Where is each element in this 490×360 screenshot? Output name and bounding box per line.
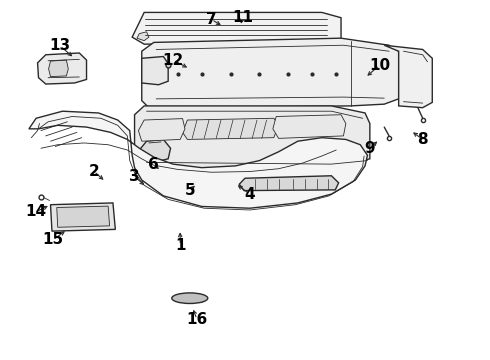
Polygon shape [135, 106, 370, 170]
Polygon shape [132, 12, 341, 44]
Polygon shape [139, 139, 171, 162]
Text: 15: 15 [42, 233, 64, 247]
Text: 1: 1 [175, 238, 185, 253]
Text: 5: 5 [184, 183, 195, 198]
Polygon shape [384, 45, 432, 108]
Text: 10: 10 [369, 58, 390, 73]
Polygon shape [183, 118, 279, 139]
Polygon shape [49, 60, 68, 77]
Text: 16: 16 [186, 312, 208, 327]
Text: 13: 13 [49, 39, 71, 53]
Text: 11: 11 [232, 10, 253, 25]
Text: 14: 14 [25, 204, 47, 219]
Polygon shape [50, 203, 115, 231]
Text: 9: 9 [365, 141, 375, 156]
Text: 8: 8 [417, 132, 428, 147]
Polygon shape [239, 176, 339, 190]
Polygon shape [142, 38, 399, 108]
Polygon shape [137, 32, 149, 41]
Text: 7: 7 [206, 12, 217, 27]
Polygon shape [38, 53, 87, 84]
Polygon shape [29, 111, 368, 208]
Polygon shape [138, 118, 185, 141]
Polygon shape [273, 115, 346, 138]
Polygon shape [142, 57, 168, 85]
Text: 4: 4 [245, 186, 255, 202]
Polygon shape [57, 206, 110, 227]
Text: 3: 3 [129, 169, 140, 184]
Text: 6: 6 [148, 157, 159, 172]
Text: 12: 12 [162, 53, 184, 68]
Text: 2: 2 [88, 164, 99, 179]
Ellipse shape [172, 293, 208, 303]
